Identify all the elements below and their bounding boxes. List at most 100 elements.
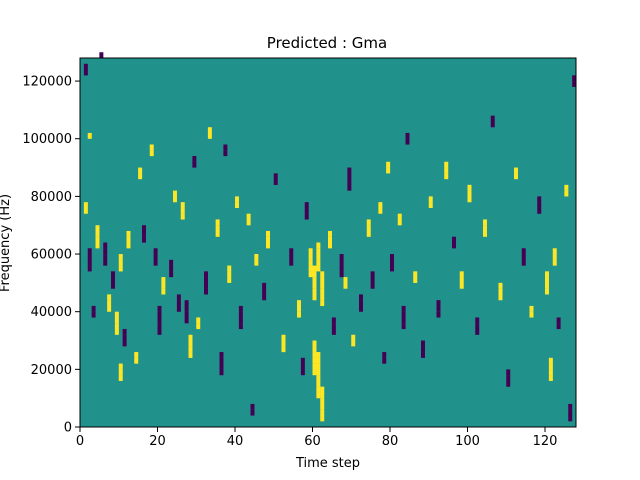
heatmap-cell: [548, 369, 553, 376]
heatmap-cell: [184, 311, 189, 318]
heatmap-cell: [204, 271, 208, 278]
heatmap-cell: [238, 317, 243, 324]
heatmap-cell: [138, 173, 143, 180]
heatmap-cell: [436, 311, 441, 318]
heatmap-cell: [386, 167, 391, 174]
heatmap-cell: [219, 363, 224, 370]
heatmap-cell: [219, 369, 224, 376]
heatmap-cell: [289, 248, 294, 255]
heatmap-cell: [122, 328, 127, 335]
heatmap-cell: [142, 225, 146, 232]
heatmap-cell: [483, 219, 487, 226]
heatmap-cell: [266, 230, 270, 237]
heatmap-cell: [537, 207, 542, 214]
heatmap-cell: [153, 254, 158, 260]
heatmap-cell: [347, 173, 352, 180]
heatmap-cell: [312, 288, 317, 295]
heatmap-cell: [87, 254, 92, 260]
heatmap-cell: [142, 236, 146, 243]
heatmap-cell: [320, 271, 325, 278]
heatmap-cell: [405, 138, 410, 145]
heatmap-cell: [176, 300, 181, 307]
heatmap-cell: [266, 242, 270, 249]
heatmap-cell: [359, 294, 363, 301]
heatmap-cell: [204, 288, 208, 295]
heatmap-cell: [312, 282, 317, 289]
heatmap-cell: [300, 363, 305, 370]
heatmap-cell: [390, 254, 394, 260]
heatmap-cell: [103, 242, 108, 249]
heatmap-cell: [238, 311, 243, 318]
heatmap-cell: [169, 265, 174, 272]
y-axis-label: Frequency (Hz): [0, 194, 13, 292]
heatmap-cell: [107, 305, 112, 312]
heatmap-cell: [351, 340, 356, 347]
heatmap-cell: [320, 282, 325, 289]
heatmap-cell: [490, 115, 495, 122]
heatmap-cell: [219, 352, 224, 358]
heatmap-cell: [238, 305, 243, 312]
heatmap-cell: [308, 271, 313, 278]
heatmap-cell: [161, 282, 166, 289]
heatmap-cell: [413, 271, 418, 278]
heatmap-cell: [506, 375, 511, 381]
heatmap-cell: [207, 132, 212, 139]
heatmap-cell: [215, 225, 220, 232]
heatmap-cell: [421, 340, 425, 347]
heatmap-cell: [548, 363, 553, 370]
heatmap-cell: [180, 207, 185, 214]
heatmap-cell: [122, 340, 127, 347]
heatmap-cell: [343, 277, 348, 283]
heatmap-cell: [475, 328, 480, 335]
x-tick-label: 100: [455, 434, 480, 449]
heatmap-cell: [262, 288, 267, 295]
heatmap-cell: [331, 328, 336, 335]
heatmap-cell: [401, 317, 406, 324]
heatmap-cell: [347, 179, 352, 185]
heatmap-cell: [552, 259, 557, 266]
heatmap-cell: [386, 161, 391, 168]
heatmap-cell: [316, 392, 321, 399]
y-axis-ticks: 0 20000 40000 60000 80000 100000 120000: [22, 75, 80, 436]
heatmap-cell: [153, 248, 158, 255]
heatmap-cell: [436, 305, 441, 312]
heatmap-cell: [378, 207, 383, 214]
heatmap-cell: [281, 340, 286, 347]
heatmap-cell: [401, 323, 406, 330]
heatmap-cell: [370, 282, 375, 289]
heatmap-cell: [235, 202, 239, 209]
heatmap-cell: [103, 254, 108, 260]
heatmap-cell: [111, 282, 115, 289]
heatmap-cell: [118, 254, 123, 260]
heatmap-cell: [347, 167, 352, 174]
heatmap-cell: [87, 265, 92, 272]
heatmap-cell: [568, 403, 573, 410]
heatmap-cell: [111, 277, 115, 283]
x-axis-label: Time step: [295, 456, 360, 471]
heatmap-cell: [320, 415, 325, 422]
x-tick-label: 40: [227, 434, 244, 449]
heatmap-cell: [428, 196, 433, 203]
heatmap-cell: [467, 190, 472, 197]
heatmap-cell: [568, 415, 573, 422]
heatmap-cell: [537, 196, 542, 203]
heatmap-cell: [316, 242, 321, 249]
heatmap-cell: [316, 265, 321, 272]
heatmap-cell: [320, 409, 325, 416]
heatmap-cell: [204, 277, 208, 283]
heatmap-cell: [428, 202, 433, 209]
heatmap-cell: [227, 265, 232, 272]
heatmap-cell: [149, 144, 154, 151]
x-axis-ticks: 0 20 40 60 80 100 120: [76, 427, 557, 449]
heatmap-cell: [436, 300, 441, 307]
y-tick-label: 120000: [22, 75, 72, 90]
heatmap-cell: [545, 277, 549, 283]
heatmap-cell: [180, 202, 185, 209]
heatmap-cell: [250, 409, 255, 416]
heatmap-cell: [91, 311, 96, 318]
heatmap-cell: [304, 213, 309, 220]
heatmap-cell: [366, 230, 371, 237]
heatmap-cell: [157, 317, 162, 324]
heatmap-cell: [118, 375, 123, 381]
y-tick-label: 0: [64, 421, 72, 436]
